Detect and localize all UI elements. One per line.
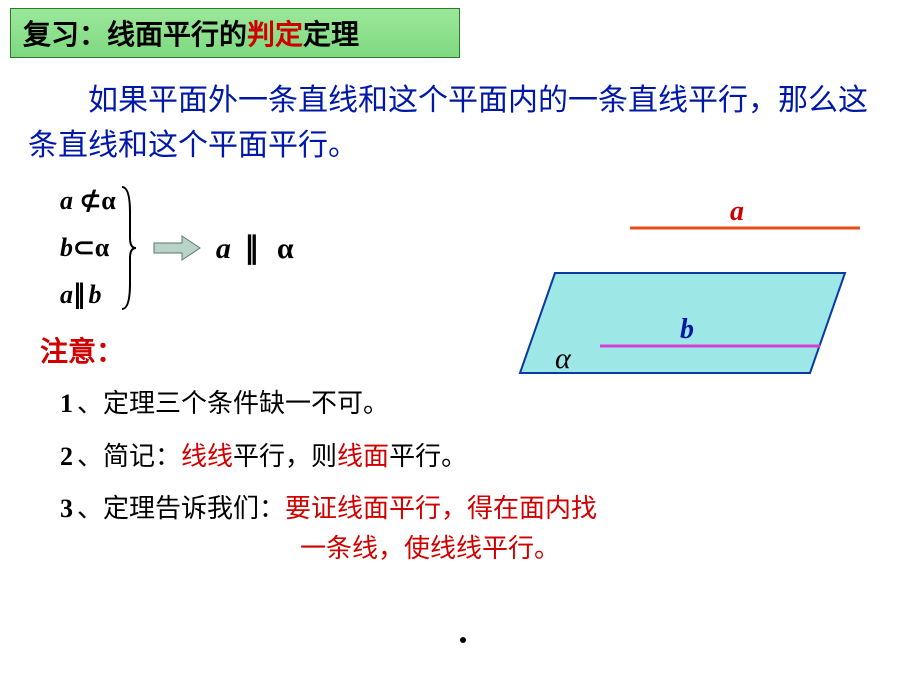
note2-mid: 平行，则: [233, 442, 337, 471]
title-prefix: 复习：线面平行的: [23, 20, 247, 51]
note2-pre: 、简记：: [77, 442, 181, 471]
dot-marker-icon: [460, 637, 466, 643]
condition-2: b⊂α: [60, 225, 116, 272]
cond1-op: ⊄: [80, 186, 102, 215]
note3-num: 3: [60, 494, 73, 523]
title-accent: 判定: [247, 20, 303, 51]
cond1-a: a: [60, 186, 73, 215]
note1-num: 1: [60, 389, 73, 418]
note2-end: 平行。: [389, 442, 467, 471]
result-alpha: α: [277, 232, 294, 265]
note3-red1: 要证线面平行，得在面内找: [285, 494, 597, 523]
result: a ∥ α: [216, 231, 294, 266]
note-1: 1、定理三个条件缺一不可。: [60, 386, 920, 422]
bracket-icon: [120, 183, 138, 313]
note-3-continued: 一条线，使线线平行。: [300, 528, 920, 565]
condition-3: a∥ b: [60, 272, 116, 319]
result-par: ∥: [244, 232, 255, 265]
cond1-alpha: α: [101, 186, 116, 215]
label-a: a: [730, 198, 744, 227]
conditions-list: a ⊄α b⊂α a∥ b: [60, 178, 116, 318]
title-band: 复习：线面平行的判定定理: [10, 8, 460, 58]
note3-pre: 、定理告诉我们：: [77, 494, 285, 523]
note2-r1: 线线: [181, 442, 233, 471]
arrow-icon: [152, 234, 202, 262]
cond2-op: ⊂: [73, 233, 95, 262]
note2-r2: 线面: [337, 442, 389, 471]
condition-1: a ⊄α: [60, 178, 116, 225]
cond3-par: ∥: [73, 280, 82, 309]
cond3-a: a: [60, 280, 73, 309]
note1-text: 、定理三个条件缺一不可。: [77, 389, 389, 418]
title-suffix: 定理: [303, 20, 359, 51]
note-3: 3、定理告诉我们：要证线面平行，得在面内找: [60, 491, 920, 527]
note3-red2: 一条线，使线线平行。: [300, 534, 560, 563]
cond2-alpha: α: [95, 233, 110, 262]
diagram: a b α: [500, 198, 880, 388]
result-a: a: [216, 232, 231, 265]
cond2-b: b: [60, 233, 73, 262]
conditions-block: a ⊄α b⊂α a∥ b a ∥ α: [60, 178, 294, 318]
note2-num: 2: [60, 442, 73, 471]
theorem-text: 如果平面外一条直线和这个平面内的一条直线平行，那么这条直线和这个平面平行。: [28, 78, 892, 168]
note-2: 2、简记：线线平行，则线面平行。: [60, 439, 920, 475]
diagram-svg: a b α: [500, 198, 880, 388]
cond3-b: b: [89, 280, 102, 309]
label-b: b: [680, 314, 694, 345]
label-alpha: α: [555, 342, 572, 375]
